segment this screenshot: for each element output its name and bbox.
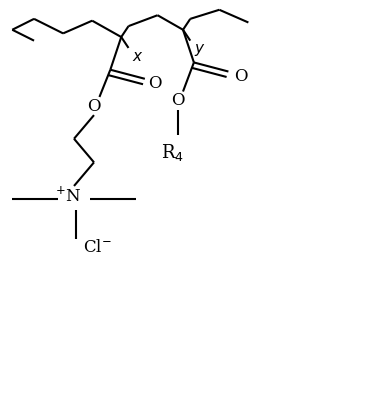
Text: O: O xyxy=(87,97,101,115)
Text: Cl$^{-}$: Cl$^{-}$ xyxy=(83,239,112,256)
Text: $^{+}$N: $^{+}$N xyxy=(55,186,82,206)
Text: $y$: $y$ xyxy=(194,43,205,59)
Text: O: O xyxy=(171,92,184,109)
Text: $x$: $x$ xyxy=(132,50,144,64)
Text: R$_{4}$: R$_{4}$ xyxy=(161,142,184,163)
Text: O: O xyxy=(149,75,162,92)
Text: O: O xyxy=(234,69,247,85)
